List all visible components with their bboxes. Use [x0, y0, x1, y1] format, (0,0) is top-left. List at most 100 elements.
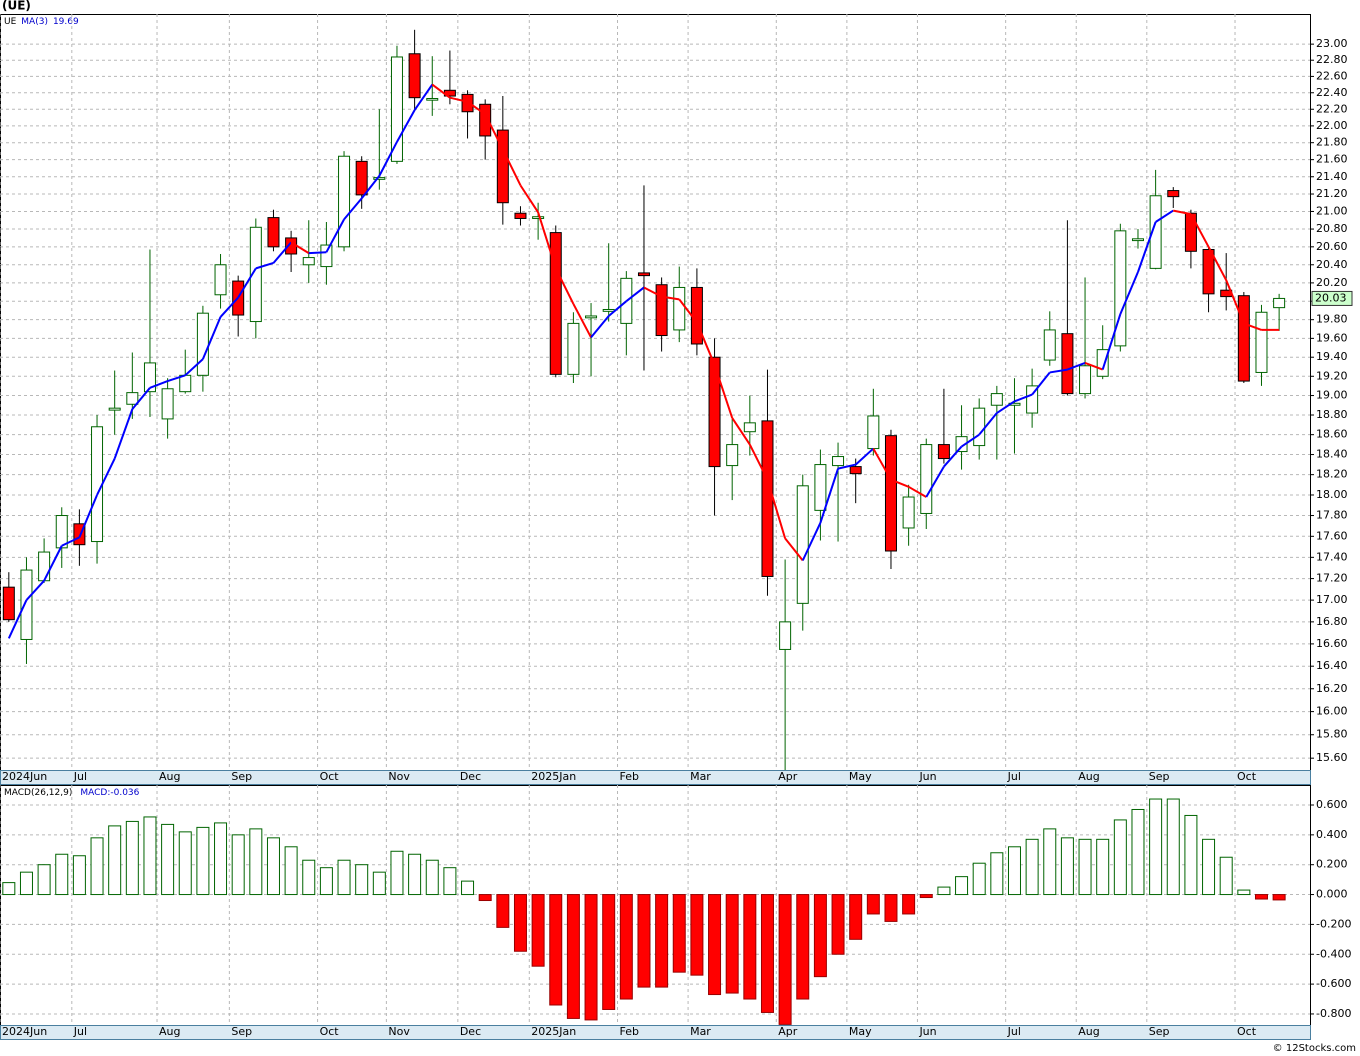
- macd-bar: [1078, 838, 1092, 896]
- macd-bar: [2, 882, 16, 896]
- y-tick-label: 20.40: [1316, 258, 1348, 271]
- candle-body: [1184, 212, 1197, 252]
- candle-body: [761, 420, 774, 577]
- macd-bar: [1149, 798, 1163, 896]
- candle-body: [214, 264, 227, 296]
- y-tick-label: 15.80: [1316, 728, 1348, 741]
- y-tick-label: 21.40: [1316, 170, 1348, 183]
- ma-line: [501, 149, 522, 186]
- candle-body: [390, 56, 403, 162]
- macd-bar: [443, 867, 457, 896]
- y-tick-label: 16.80: [1316, 615, 1348, 628]
- watermark: © 12Stocks.com: [1273, 1043, 1356, 1054]
- ma-line: [1173, 209, 1192, 216]
- ma-line: [396, 109, 416, 143]
- candle-body: [338, 155, 351, 248]
- x-tick-label: Apr: [778, 1025, 798, 1038]
- y-tick-label: 16.00: [1316, 705, 1348, 718]
- candle-body: [1149, 195, 1162, 269]
- candle-body: [108, 407, 121, 411]
- ma-line: [25, 580, 45, 601]
- candle-body: [514, 212, 527, 219]
- macd-bar: [125, 820, 139, 896]
- ma-line: [643, 286, 663, 298]
- candle-body: [973, 407, 986, 447]
- x-tick-label: Aug: [159, 770, 180, 783]
- y-tick-label: 0.200: [1316, 858, 1348, 871]
- candle-body: [990, 393, 1003, 406]
- macd-bar: [1025, 838, 1039, 896]
- ma-line: [431, 83, 451, 99]
- candle-body: [1167, 190, 1180, 198]
- candle-body: [690, 286, 703, 345]
- ma-line: [925, 466, 945, 498]
- ma-line: [1137, 221, 1157, 273]
- macd-bar: [831, 894, 845, 955]
- macd-bar: [178, 831, 192, 896]
- y-tick-label: 21.60: [1316, 153, 1348, 166]
- y-tick-label: 16.20: [1316, 682, 1348, 695]
- x-tick-label: May: [849, 1025, 872, 1038]
- y-tick-label: 22.60: [1316, 69, 1348, 82]
- macd-bar: [425, 859, 439, 896]
- candle-body: [585, 315, 598, 319]
- candle-body: [1079, 365, 1092, 395]
- macd-bar: [19, 871, 33, 896]
- ma-line: [131, 387, 151, 410]
- macd-bar: [937, 886, 951, 896]
- ma-line: [378, 141, 398, 177]
- candle-body: [196, 312, 209, 376]
- y-tick-label: 17.80: [1316, 509, 1348, 522]
- macd-bar: [919, 894, 933, 899]
- y-tick-label: -0.600: [1316, 977, 1351, 990]
- ma-line: [713, 364, 734, 419]
- candle-body: [426, 98, 439, 101]
- ma-line: [308, 251, 327, 255]
- ma-line: [1067, 361, 1086, 371]
- y-tick-label: 17.60: [1316, 529, 1348, 542]
- ma-line: [484, 113, 504, 150]
- macd-bar: [602, 894, 616, 1010]
- ma-line: [1225, 279, 1245, 324]
- x-tick-label: 2024Jun: [2, 770, 47, 783]
- macd-bar: [1202, 838, 1216, 896]
- macd-bar: [1166, 798, 1180, 896]
- candle-body: [126, 392, 139, 405]
- macd-bar: [637, 894, 651, 988]
- y-tick-label: 22.80: [1316, 53, 1348, 66]
- ma-line: [255, 262, 274, 270]
- ma-line: [449, 96, 468, 103]
- macd-bar: [496, 894, 510, 928]
- macd-bar: [884, 894, 898, 922]
- y-tick-label: 19.00: [1316, 389, 1348, 402]
- macd-bar: [478, 894, 492, 902]
- x-tick-label: Aug: [1078, 770, 1099, 783]
- macd-bar: [108, 825, 122, 896]
- x-axis-strip: [0, 770, 1311, 785]
- macd-bar: [778, 894, 792, 1025]
- legend-ma-value: 19.69: [53, 17, 79, 27]
- ma-line: [413, 83, 434, 111]
- candle-body: [479, 103, 492, 137]
- y-tick-label: 21.80: [1316, 136, 1348, 149]
- x-tick-label: Sep: [231, 1025, 252, 1038]
- chart-title: (UE): [2, 0, 31, 13]
- candle-body: [302, 257, 315, 266]
- candle-body: [832, 456, 845, 467]
- candle-body: [1096, 349, 1109, 377]
- macd-legend: MACD(26,12,9) MACD:-0.036: [4, 788, 140, 798]
- ma-line: [1243, 322, 1262, 331]
- candle-body: [867, 415, 880, 450]
- y-tick-label: 18.40: [1316, 448, 1348, 461]
- candle-body: [1114, 230, 1127, 347]
- y-tick-label: 0.000: [1316, 888, 1348, 901]
- x-tick-label: Mar: [690, 1025, 711, 1038]
- candle-body: [143, 362, 156, 393]
- ma-line: [943, 445, 963, 468]
- macd-bar: [743, 894, 757, 1000]
- ma-line: [590, 315, 610, 339]
- ma-line: [96, 458, 116, 496]
- candle-body: [38, 551, 51, 582]
- macd-bar: [1043, 828, 1057, 896]
- ma-line: [149, 380, 168, 389]
